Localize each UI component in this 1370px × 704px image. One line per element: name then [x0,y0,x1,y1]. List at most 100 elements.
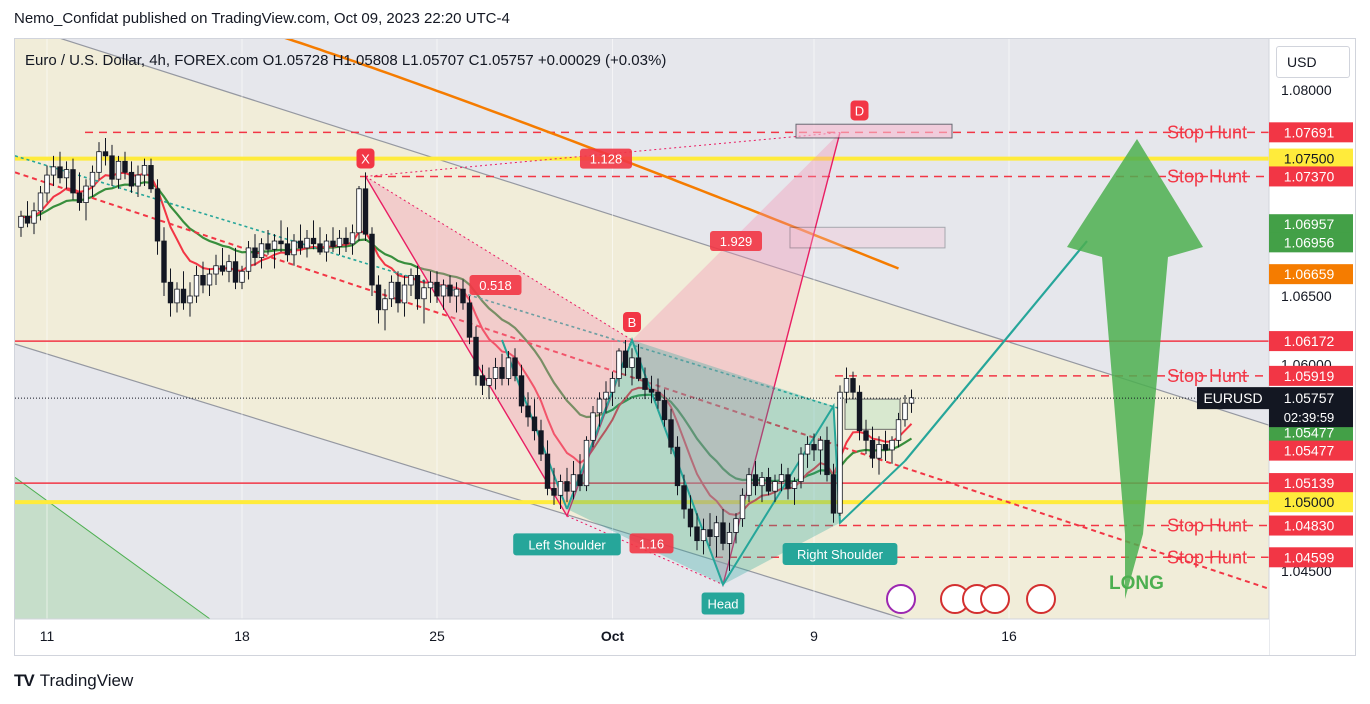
candle-body[interactable] [817,439,824,451]
time-axis[interactable] [15,619,1269,655]
candle-body[interactable] [674,446,681,487]
candle-body[interactable] [629,357,635,368]
candle-body[interactable] [70,169,76,194]
candle-body[interactable] [408,274,414,286]
candle-body[interactable] [31,210,37,224]
candle-body[interactable] [798,453,804,482]
footer-logo[interactable]: TV TradingView [14,670,133,692]
candle-body[interactable] [278,240,284,245]
candle-body[interactable] [889,439,895,451]
candle-body[interactable] [96,151,102,173]
candle-body[interactable] [850,378,856,393]
candle-body[interactable] [538,430,544,455]
candle-body[interactable] [414,274,421,300]
candle-body[interactable] [837,391,843,514]
candle-body[interactable] [583,439,590,487]
candle-body[interactable] [863,430,869,441]
candle-body[interactable] [518,375,525,407]
candle-body[interactable] [180,288,187,304]
candle-body[interactable] [830,474,837,514]
candle-body[interactable] [349,232,356,245]
candle-body[interactable] [115,160,122,180]
candle-body[interactable] [369,233,375,286]
candle-body[interactable] [284,243,291,256]
candle-body[interactable] [726,532,733,544]
candle-body[interactable] [603,391,609,400]
candle-body[interactable] [336,237,343,247]
candle-body[interactable] [167,281,174,304]
candle-body[interactable] [245,247,252,272]
candle-body[interactable] [154,188,161,242]
candle-body[interactable] [226,261,232,272]
candle-body[interactable] [76,192,83,203]
candle-body[interactable] [447,284,453,297]
candle-body[interactable] [382,298,388,311]
candle-body[interactable] [466,302,473,338]
candle-body[interactable] [83,185,89,203]
candle-body[interactable] [895,419,902,441]
candle-body[interactable] [375,284,382,311]
candle-body[interactable] [557,481,564,496]
candle-body[interactable] [661,400,668,421]
us-flag-event-icon[interactable] [1026,584,1056,614]
candle-body[interactable] [707,529,713,537]
lightning-event-icon[interactable] [886,584,916,614]
candle-body[interactable] [252,247,258,258]
candle-body[interactable] [531,416,538,432]
candle-body[interactable] [128,171,135,187]
candle-body[interactable] [310,237,317,245]
candle-body[interactable] [778,474,785,482]
candle-body[interactable] [785,474,791,489]
candle-body[interactable] [317,243,323,253]
candle-body[interactable] [362,188,369,235]
candle-body[interactable] [824,439,830,476]
candle-body[interactable] [694,526,700,542]
candle-body[interactable] [609,378,616,393]
candle-body[interactable] [50,166,57,176]
candle-body[interactable] [440,284,447,297]
candle-body[interactable] [772,481,778,492]
candle-body[interactable] [453,288,460,297]
candle-body[interactable] [323,240,330,253]
candle-body[interactable] [148,165,154,190]
candle-body[interactable] [746,474,752,496]
candle-body[interactable] [18,215,24,228]
candle-body[interactable] [473,336,479,377]
candle-body[interactable] [219,265,226,272]
candle-body[interactable] [135,174,141,187]
candle-body[interactable] [713,522,720,537]
candle-body[interactable] [122,160,128,173]
candle-body[interactable] [239,270,245,283]
candle-body[interactable] [720,522,726,544]
candle-body[interactable] [200,274,206,286]
candle-body[interactable] [622,350,629,368]
candle-body[interactable] [869,439,876,459]
candle-body[interactable] [44,174,50,194]
candle-body[interactable] [187,295,193,304]
candle-body[interactable] [427,281,434,289]
candle-body[interactable] [174,288,180,304]
candle-body[interactable] [161,240,167,283]
candle-body[interactable] [551,488,557,496]
candle-body[interactable] [759,477,765,487]
candle-body[interactable] [401,284,408,304]
candle-body[interactable] [856,391,863,432]
candle-body[interactable] [89,171,96,187]
candle-body[interactable] [505,357,512,379]
candle-body[interactable] [460,288,466,304]
candle-body[interactable] [648,389,655,393]
candle-body[interactable] [687,508,694,528]
candle-body[interactable] [570,474,577,492]
candle-body[interactable] [733,518,739,533]
candle-body[interactable] [590,412,596,441]
candle-body[interactable] [486,378,492,386]
candle-body[interactable] [655,391,661,401]
candle-body[interactable] [635,357,642,379]
candle-body[interactable] [271,240,278,250]
candle-body[interactable] [512,357,518,377]
candle-body[interactable] [57,166,63,179]
candle-body[interactable] [24,215,31,224]
candle-body[interactable] [882,444,889,451]
candle-body[interactable] [739,494,746,520]
candle-body[interactable] [499,367,505,379]
